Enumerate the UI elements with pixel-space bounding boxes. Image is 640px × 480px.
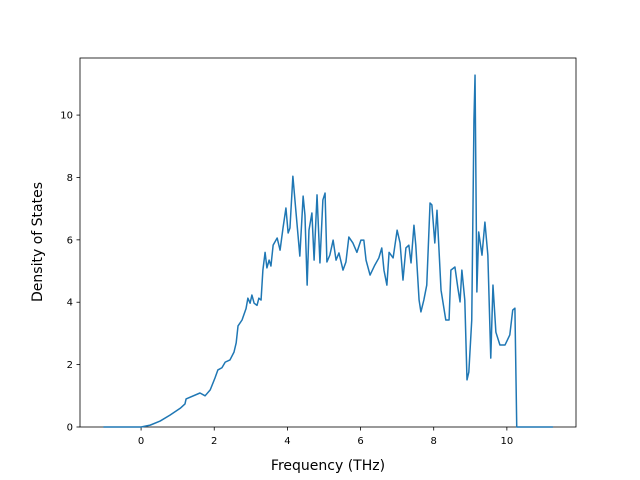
y-tick-label: 6 — [67, 235, 73, 246]
y-tick-label: 8 — [67, 173, 73, 184]
x-axis-label: Frequency (THz) — [271, 458, 385, 474]
y-tick-label: 10 — [60, 111, 73, 122]
dos-line — [103, 74, 553, 428]
x-tick-label: 4 — [284, 436, 290, 447]
x-tick-label: 6 — [357, 436, 363, 447]
plot-frame — [79, 57, 577, 428]
x-tick-label: 10 — [501, 436, 514, 447]
y-tick-label: 2 — [67, 360, 73, 371]
x-tick-label: 0 — [138, 436, 144, 447]
y-tick-label: 4 — [67, 298, 73, 309]
y-tick-label: 0 — [67, 423, 73, 434]
x-tick-label: 8 — [431, 436, 437, 447]
y-axis-label: Density of States — [30, 182, 46, 302]
x-tick-label: 2 — [211, 436, 217, 447]
